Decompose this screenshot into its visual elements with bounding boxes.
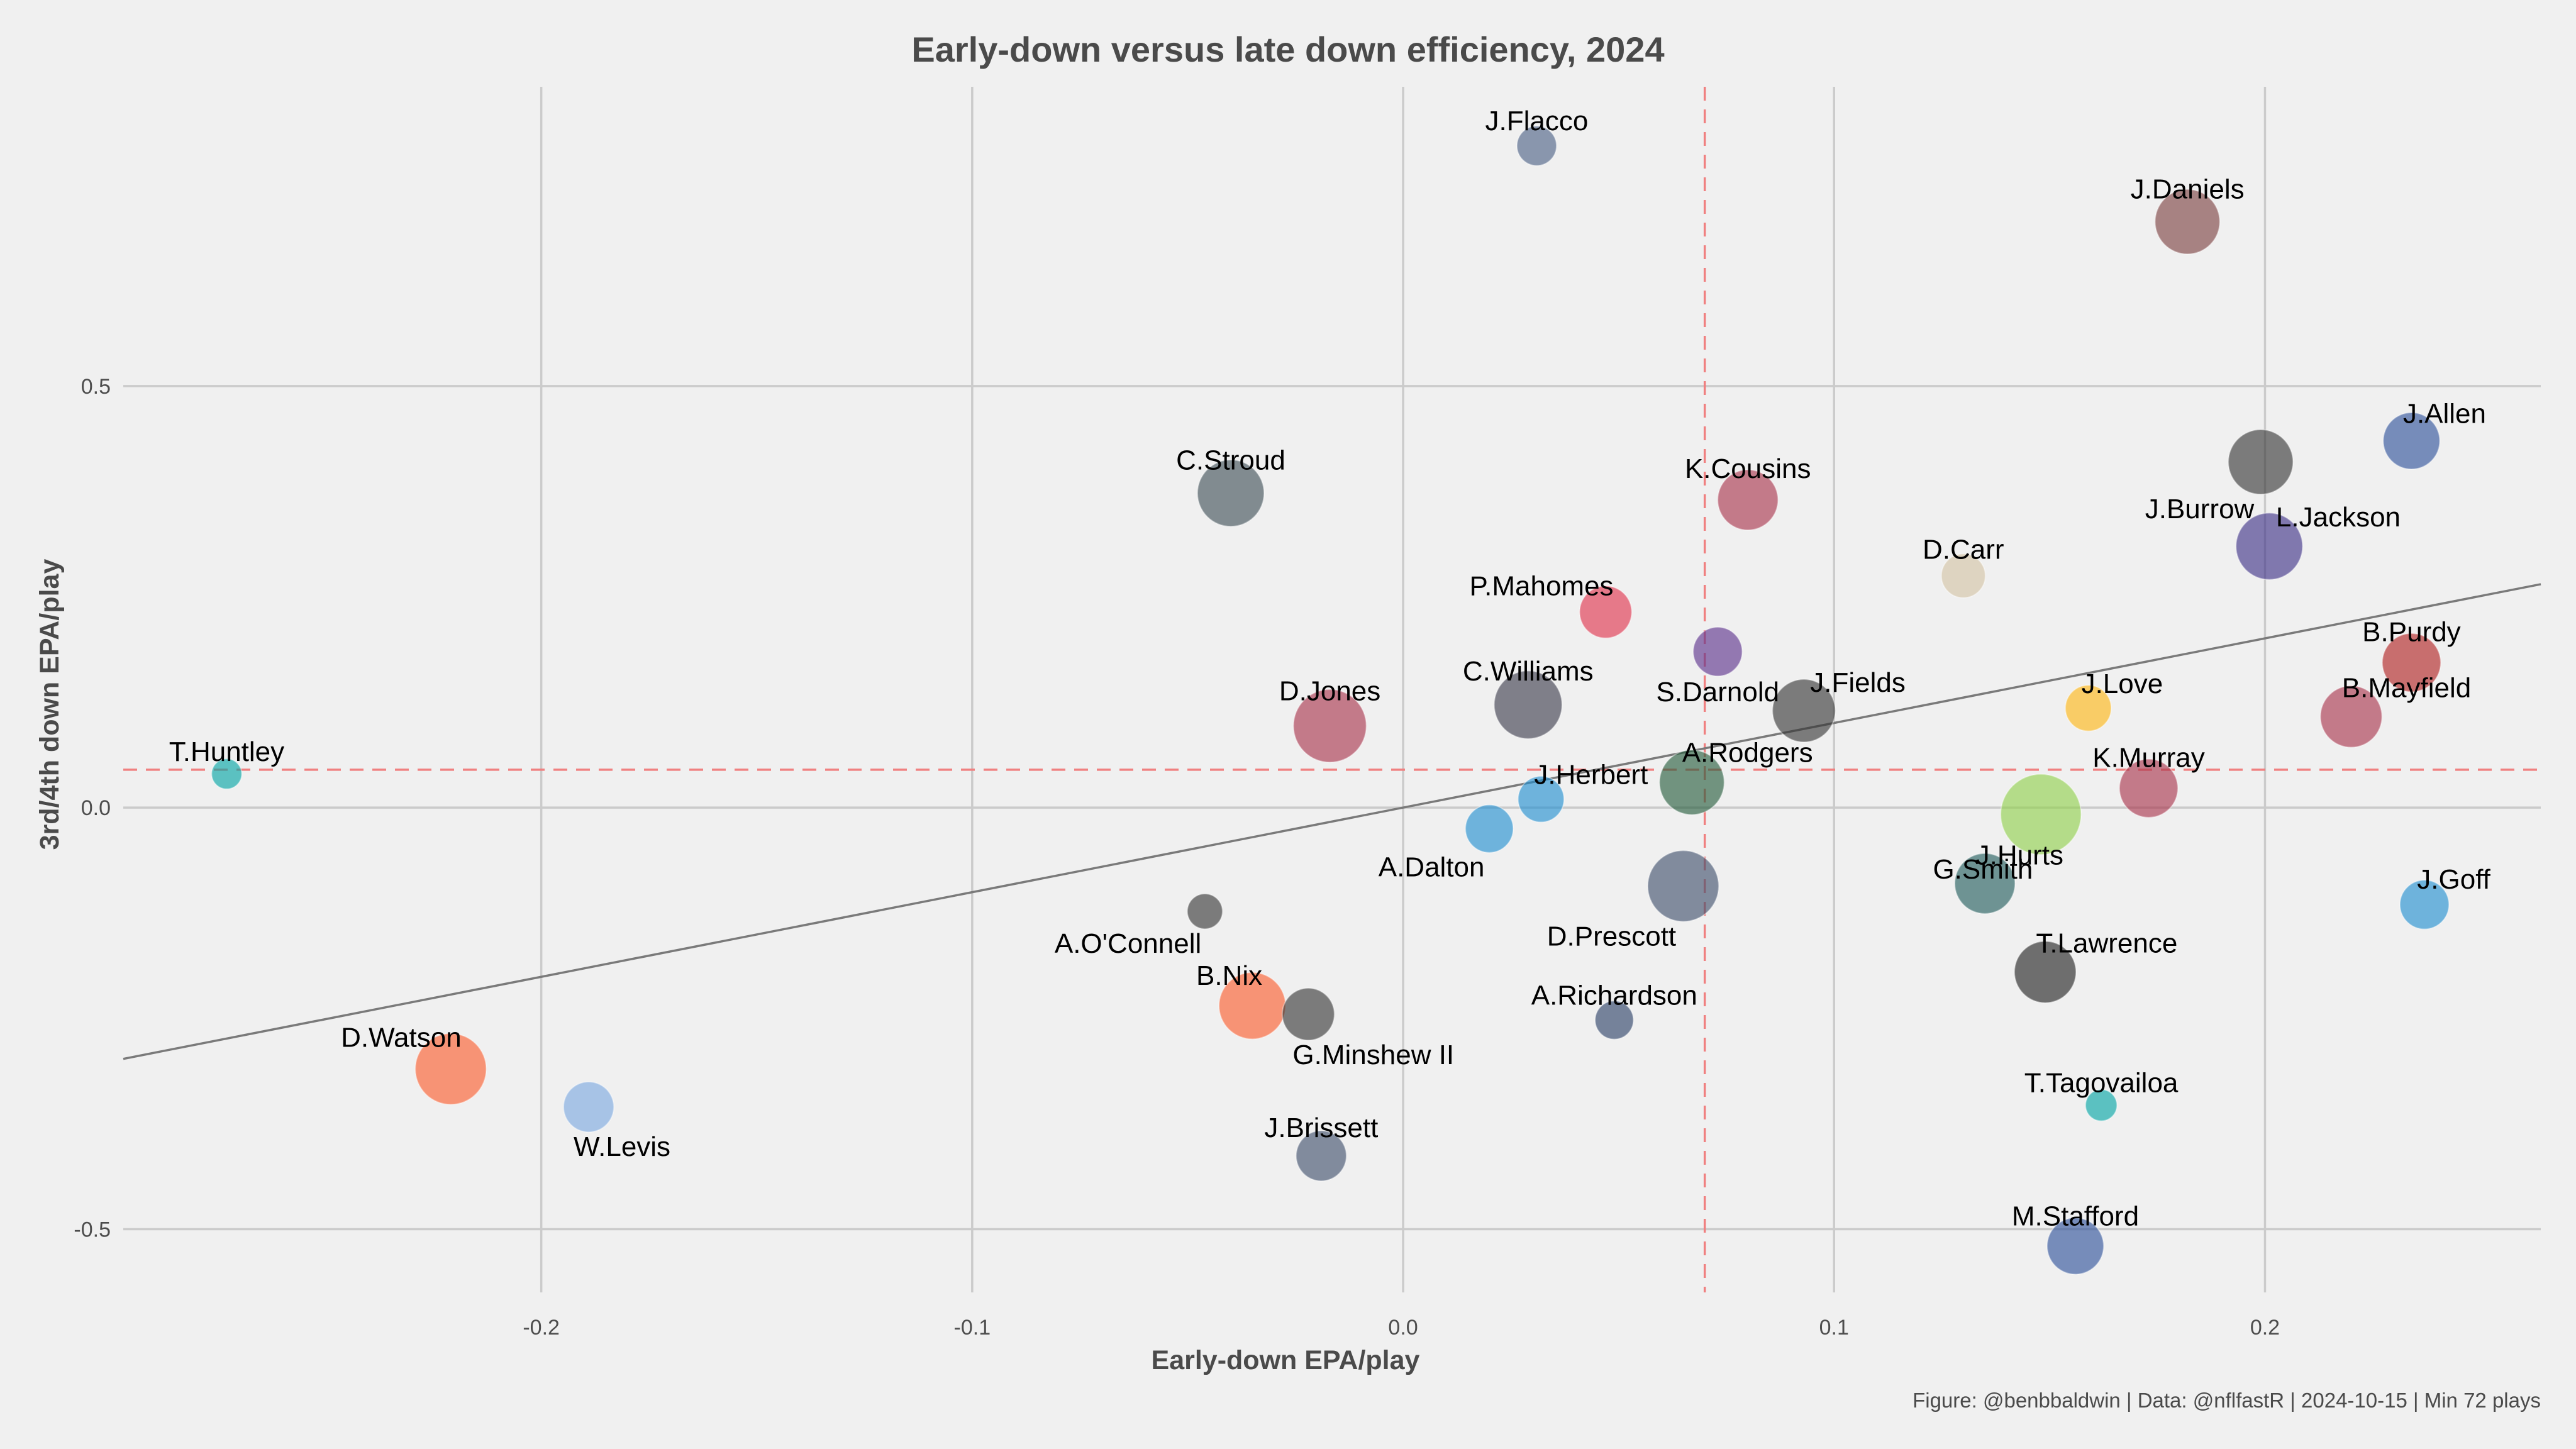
label-j-herbert: J.Herbert	[1534, 760, 1648, 791]
label-k-murray: K.Murray	[2092, 742, 2204, 773]
point-labels-group: J.Flacco J.Daniels J.Allen J.Burrow C.Stroud…	[169, 106, 2491, 1231]
y-tick-label: 0.0	[81, 796, 111, 820]
x-tick-label: 0.1	[1819, 1316, 1849, 1340]
label-w-levis: W.Levis	[574, 1131, 670, 1162]
label-j-flacco: J.Flacco	[1485, 106, 1589, 136]
point-p-mahomes	[1579, 585, 1633, 639]
point-d-jones	[1292, 689, 1367, 763]
point-j-flacco	[1516, 125, 1557, 167]
label-d-jones: D.Jones	[1279, 675, 1380, 706]
label-j-fields: J.Fields	[1810, 667, 1906, 698]
point-j-daniels	[2154, 188, 2221, 255]
point-j-brissett	[1295, 1130, 1347, 1182]
points-group	[211, 125, 2450, 1275]
chart-title: Early-down versus late down efficiency, …	[911, 30, 1664, 69]
label-j-burrow: J.Burrow	[2145, 494, 2255, 525]
point-d-prescott	[1646, 850, 1719, 923]
point-d-carr	[1940, 553, 1986, 599]
point-a-o-connell	[1186, 893, 1223, 930]
point-j-allen	[2382, 412, 2441, 470]
label-s-darnold: S.Darnold	[1656, 677, 1779, 708]
point-k-murray	[2118, 758, 2179, 818]
point-a-dalton	[1465, 804, 1514, 853]
point-l-jackson	[2235, 512, 2304, 580]
point-a-richardson	[1594, 1000, 1635, 1040]
label-l-jackson: L.Jackson	[2276, 502, 2401, 533]
point-j-fields	[1772, 679, 1836, 743]
label-c-stroud: C.Stroud	[1176, 445, 1285, 475]
x-tick-label: 0.0	[1388, 1316, 1418, 1340]
x-tick-label: -0.1	[954, 1316, 991, 1340]
point-t-tagovailoa	[2085, 1089, 2118, 1122]
x-tick-label: 0.2	[2250, 1316, 2280, 1340]
point-t-huntley	[211, 758, 243, 790]
label-a-rodgers: A.Rodgers	[1682, 738, 1813, 769]
label-g-minshew-ii: G.Minshew II	[1292, 1040, 1454, 1070]
label-d-watson: D.Watson	[341, 1023, 462, 1053]
point-c-stroud	[1196, 459, 1265, 528]
label-b-purdy: B.Purdy	[2362, 617, 2461, 648]
point-g-smith	[2000, 773, 2082, 855]
fit-line	[123, 583, 2541, 1060]
point-j-hurts	[1954, 852, 2016, 914]
label-t-tagovailoa: T.Tagovailoa	[2024, 1067, 2179, 1098]
chart-caption: Figure: @benbbaldwin | Data: @nflfastR |…	[1913, 1389, 2541, 1412]
tick-labels-group: -0.2 -0.1 0.0 0.1 0.2 -0.5 0.0 0.5	[74, 375, 2280, 1340]
label-t-huntley: T.Huntley	[169, 736, 284, 767]
label-m-stafford: M.Stafford	[2012, 1201, 2139, 1231]
label-j-hurts: J.Hurts	[1976, 840, 2063, 870]
label-j-love: J.Love	[2082, 669, 2163, 699]
point-j-herbert	[1517, 775, 1565, 823]
point-b-purdy	[2381, 633, 2441, 693]
fit-line-group	[123, 583, 2541, 1060]
label-t-lawrence: T.Lawrence	[2036, 928, 2177, 959]
point-m-stafford	[2046, 1217, 2104, 1275]
point-c-williams	[1493, 670, 1563, 740]
point-j-goff	[2399, 879, 2450, 930]
point-t-lawrence	[2014, 940, 2077, 1004]
point-k-cousins	[1717, 469, 1779, 531]
label-b-nix: B.Nix	[1196, 960, 1262, 991]
x-tick-label: -0.2	[523, 1316, 560, 1340]
label-c-williams: C.Williams	[1463, 656, 1594, 687]
label-a-dalton: A.Dalton	[1379, 852, 1485, 883]
label-a-o-connell: A.O'Connell	[1055, 928, 1201, 959]
y-axis-title: 3rd/4th down EPA/play	[35, 559, 65, 850]
label-a-richardson: A.Richardson	[1531, 980, 1697, 1011]
point-b-mayfield	[2319, 685, 2383, 748]
point-g-minshew-ii	[1281, 987, 1335, 1041]
point-s-darnold	[1692, 626, 1743, 677]
x-axis-title: Early-down EPA/play	[1152, 1345, 1420, 1375]
label-j-daniels: J.Daniels	[2131, 174, 2245, 205]
y-tick-label: 0.5	[81, 375, 111, 399]
point-j-burrow	[2228, 429, 2294, 496]
point-a-rodgers	[1658, 749, 1725, 816]
reference-lines	[123, 87, 2541, 1292]
label-d-prescott: D.Prescott	[1547, 921, 1676, 952]
label-g-smith: G.Smith	[1933, 854, 2033, 885]
label-p-mahomes: P.Mahomes	[1469, 570, 1613, 601]
label-d-carr: D.Carr	[1923, 535, 2004, 565]
point-w-levis	[563, 1081, 615, 1133]
label-b-mayfield: B.Mayfield	[2342, 672, 2471, 703]
label-j-brissett: J.Brissett	[1264, 1113, 1378, 1143]
y-tick-label: -0.5	[74, 1218, 111, 1241]
label-j-goff: J.Goff	[2417, 864, 2490, 895]
point-d-watson	[414, 1033, 487, 1106]
label-k-cousins: K.Cousins	[1685, 453, 1811, 484]
point-j-love	[2065, 684, 2112, 732]
label-j-allen: J.Allen	[2403, 398, 2486, 429]
